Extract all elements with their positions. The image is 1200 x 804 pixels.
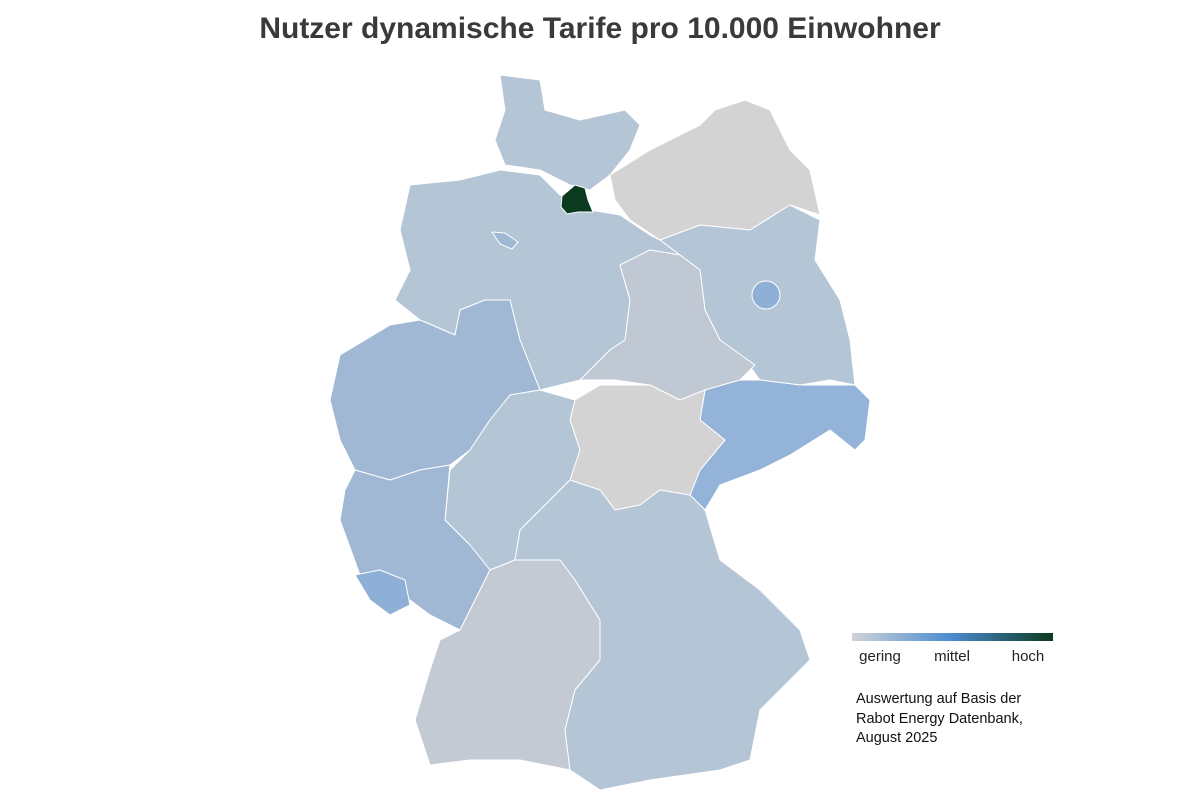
region	[560, 184, 594, 215]
germany-map	[329, 74, 871, 791]
note-line: August 2025	[856, 730, 937, 746]
legend-label: gering	[859, 648, 901, 665]
note-line: Auswertung auf Basis der	[856, 691, 1021, 707]
region	[514, 479, 811, 791]
region	[354, 569, 411, 616]
title: Nutzer dynamische Tarife pro 10.000 Einw…	[259, 12, 941, 45]
legend-label: hoch	[1012, 648, 1045, 665]
region	[609, 99, 821, 241]
legend-gradient	[852, 633, 1053, 641]
note-line: Rabot Energy Datenbank,	[856, 711, 1023, 727]
legend-label: mittel	[934, 648, 970, 665]
region	[491, 231, 519, 250]
region	[751, 280, 781, 310]
